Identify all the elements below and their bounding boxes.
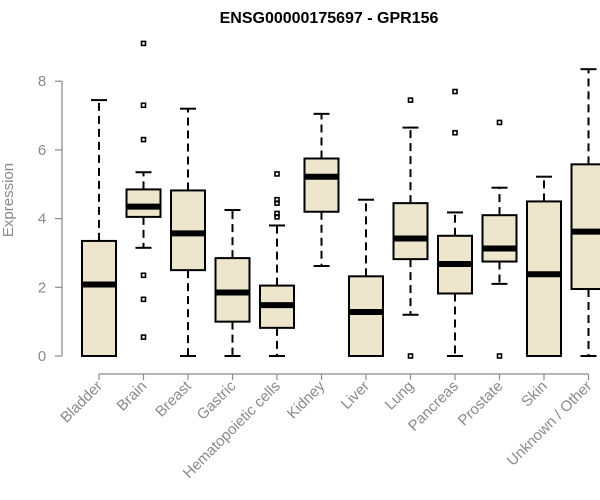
box-7 [392,202,429,261]
y-tick-label-2: 4 [38,211,46,228]
outlier-1-4 [140,102,147,109]
box-1 [125,188,162,218]
box-group-6 [348,198,384,358]
plot-area [81,40,600,359]
box-group-1 [125,40,162,340]
outlier-1-3 [140,136,147,143]
x-tick-label-11: Unknown / Other [504,378,596,470]
box-group-4 [259,171,295,357]
outlier-4-4 [274,171,280,177]
box-9 [481,214,518,263]
y-tick-label-4: 8 [38,73,46,90]
outlier-4-3 [274,196,280,203]
box-6 [348,275,384,358]
box-0 [81,239,117,357]
x-tick-label-2: Breast [152,377,195,420]
x-tick-label-6: Liver [338,378,373,413]
box-group-3 [214,209,251,357]
x-tick-label-5: Kidney [284,377,329,422]
outlier-1-5 [140,40,147,47]
y-tick-label-3: 6 [38,142,46,159]
chart-title: ENSG00000175697 - GPR156 [220,10,439,27]
box-10 [526,200,562,357]
y-axis-title: Expression [0,163,17,237]
x-tick-label-9: Prostate [455,378,507,430]
box-group-2 [170,107,206,357]
box-5 [303,157,340,213]
axes: 0 2 4 6 8 [38,73,590,380]
y-tick-label-0: 0 [38,348,46,365]
outlier-7-0 [407,353,414,359]
outlier-9-0 [496,353,503,359]
outlier-1-1 [140,296,147,303]
outlier-1-0 [140,334,147,340]
outlier-7-1 [407,97,414,103]
box-group-11 [570,68,600,357]
box-group-9 [481,119,518,359]
box-2 [170,189,206,272]
outlier-8-0 [452,129,458,136]
box-group-7 [392,97,429,359]
box-group-8 [437,88,473,357]
x-tick-label-7: Lung [382,378,418,414]
box-group-0 [81,99,117,357]
x-tick-label-10: Skin [518,378,551,411]
y-tick-label-1: 2 [38,279,46,296]
outlier-9-1 [496,119,503,126]
box-group-10 [526,175,562,357]
x-tick-label-0: Bladder [57,378,106,427]
outlier-8-1 [452,88,458,95]
box-11 [570,163,600,291]
box-group-5 [303,112,340,268]
x-tick-label-1: Brain [114,378,151,415]
outlier-4-1 [274,210,280,217]
outlier-1-2 [140,272,147,279]
